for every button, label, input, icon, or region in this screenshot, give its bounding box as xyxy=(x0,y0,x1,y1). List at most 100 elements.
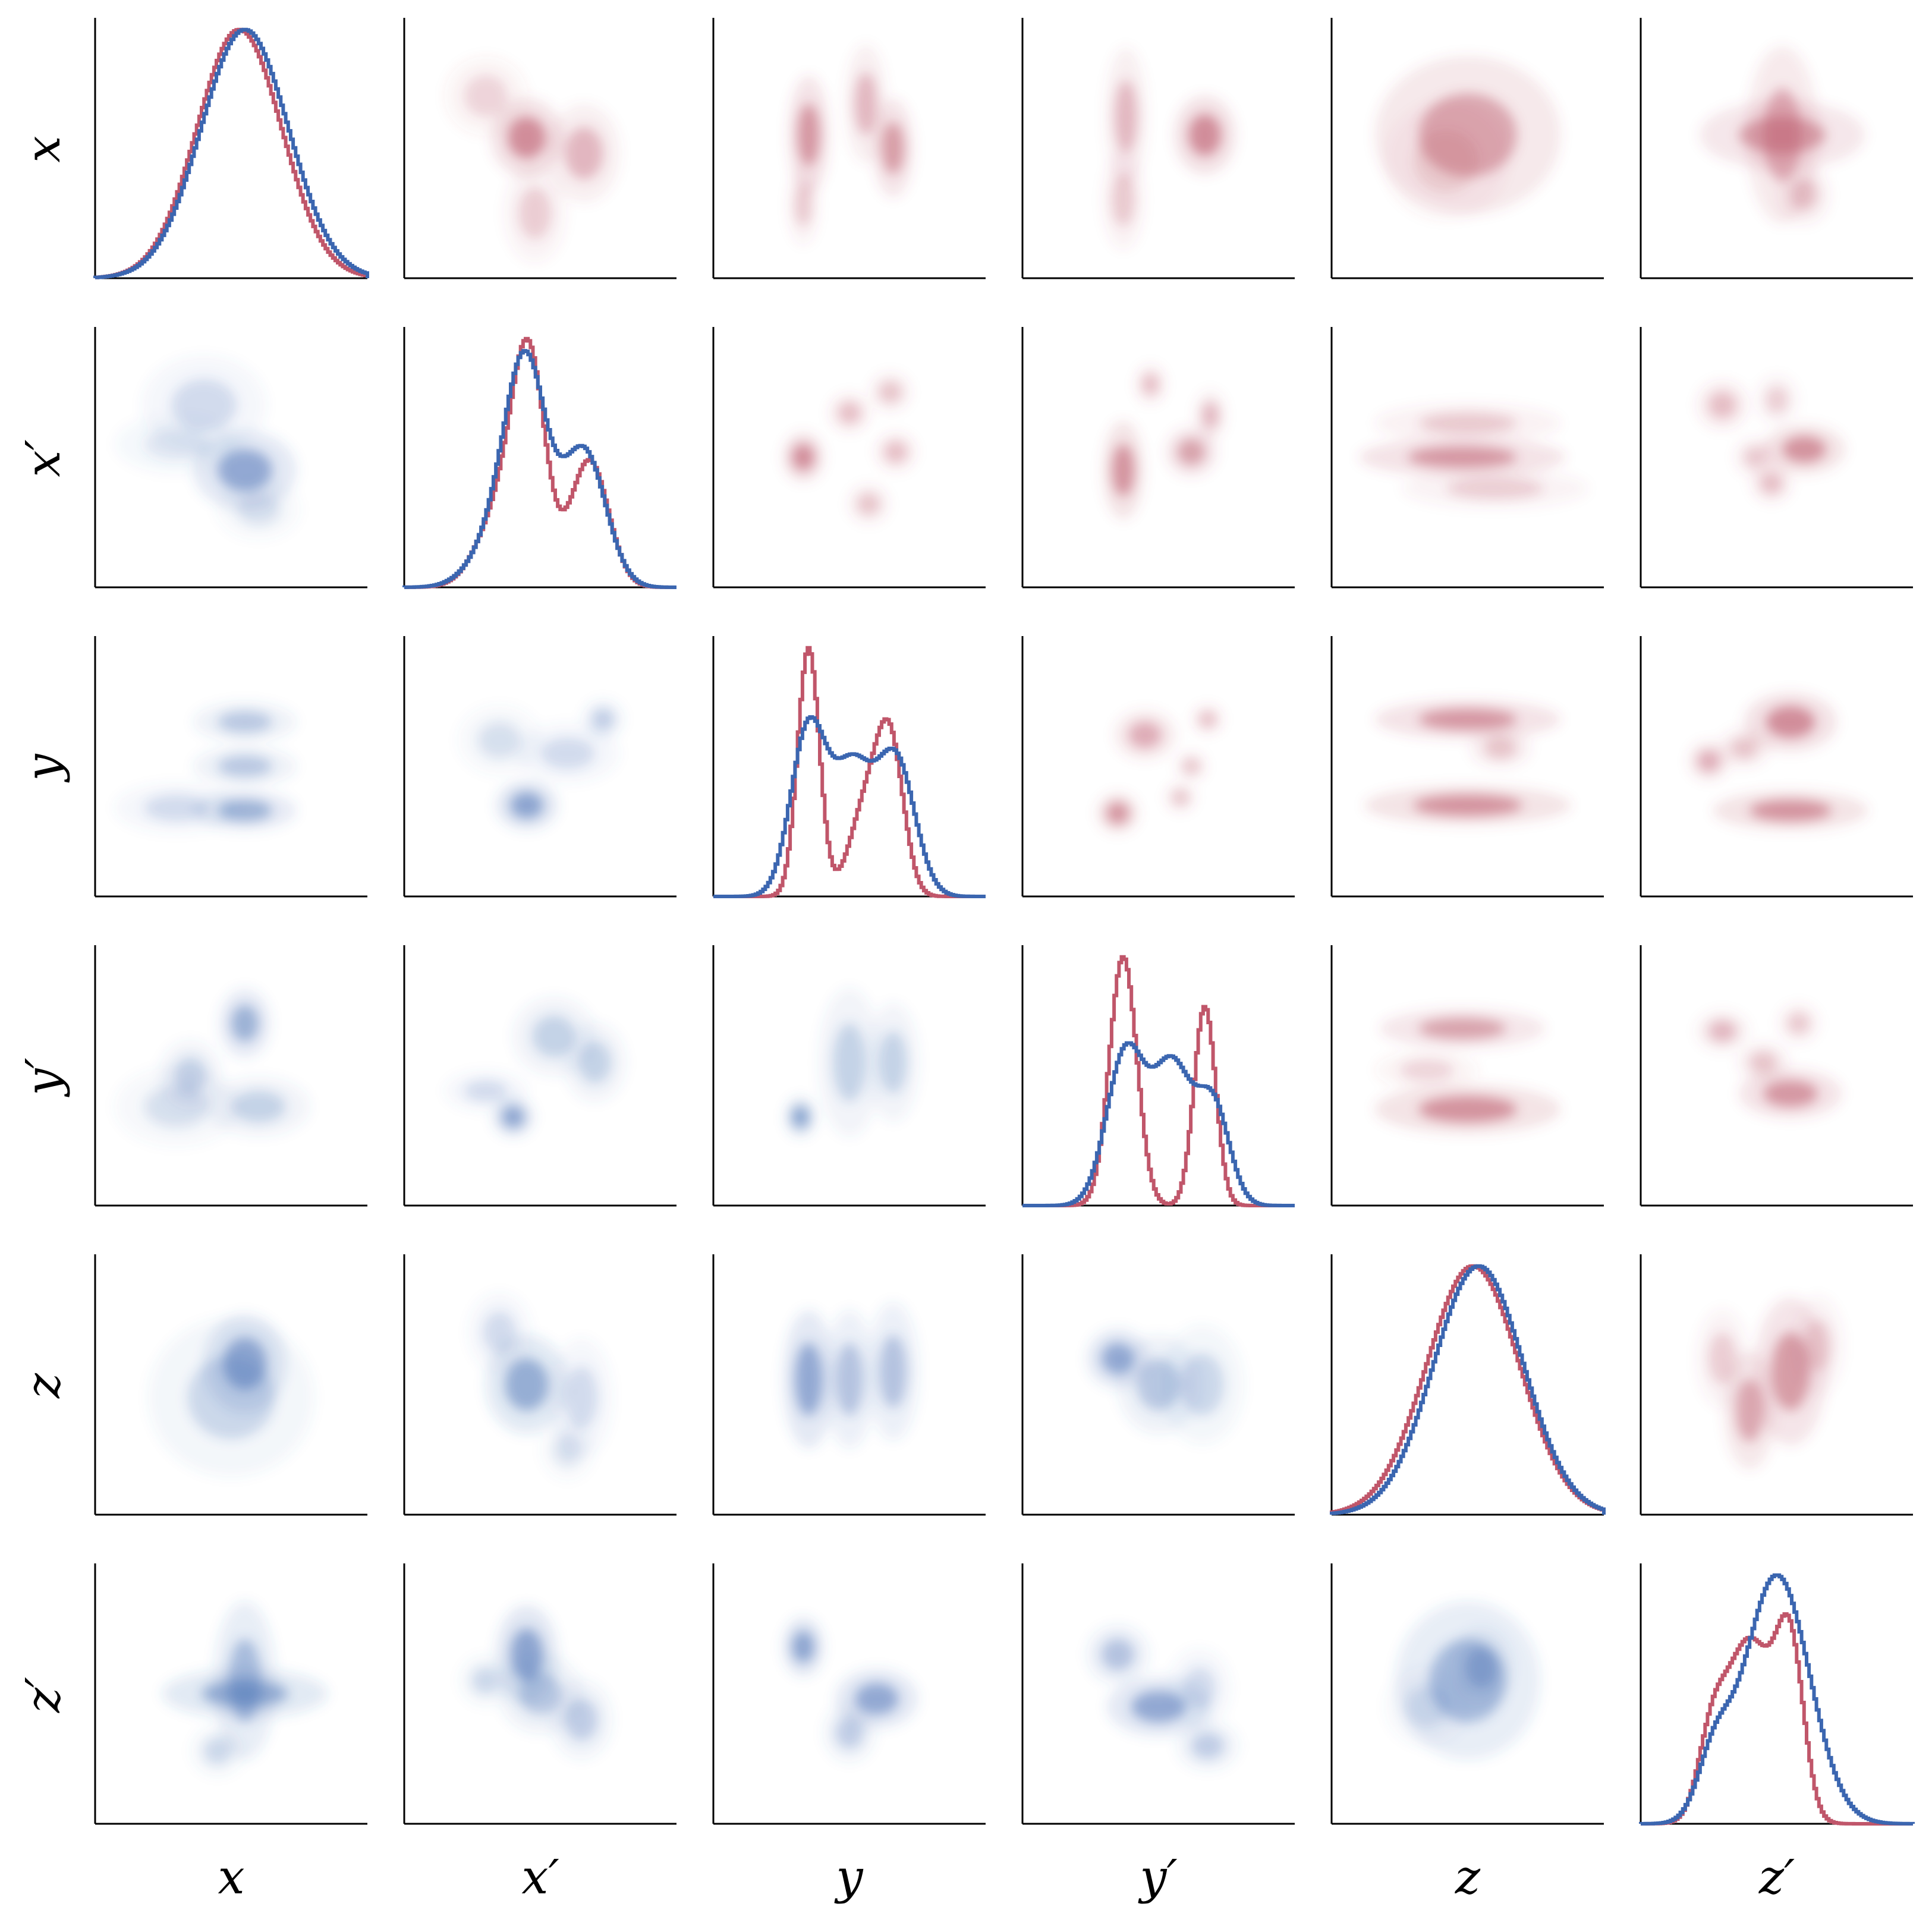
density-core xyxy=(1790,179,1818,211)
panel-z-prime-vs-x-prime xyxy=(403,1563,676,1825)
density-core xyxy=(464,75,508,117)
density-core xyxy=(1413,130,1479,193)
density-layer xyxy=(788,44,914,245)
density-core xyxy=(477,722,521,759)
density-core xyxy=(836,1342,863,1416)
density-core xyxy=(518,1672,562,1715)
panel-y-vs-z-prime xyxy=(1640,636,1913,898)
panel-y-prime-vs-x xyxy=(94,945,367,1207)
panel-z-prime-vs-z-prime xyxy=(1639,1563,1915,1826)
density-core xyxy=(1788,1012,1810,1034)
density-core xyxy=(1191,1732,1224,1759)
panel-z-vs-z xyxy=(1330,1254,1606,1516)
histogram-series-red xyxy=(1022,955,1295,1207)
density-layer xyxy=(1696,375,1846,504)
panel-y-vs-x-prime xyxy=(403,636,676,898)
density-core xyxy=(502,1106,524,1128)
panel-y-prime-vs-z xyxy=(1330,945,1604,1207)
panel-y-vs-z xyxy=(1330,636,1604,898)
panel-x-prime-vs-y-prime xyxy=(1021,327,1295,589)
density-core xyxy=(565,1366,598,1429)
histogram-series-blue xyxy=(1330,1264,1606,1515)
density-core xyxy=(144,1085,210,1128)
density-core xyxy=(228,1639,262,1723)
row-label-x-prime: x′ xyxy=(15,439,71,477)
density-core xyxy=(1744,446,1766,468)
row-label-y-prime: y′ xyxy=(15,1058,71,1097)
panel-z-prime-vs-x xyxy=(94,1563,367,1825)
density-layer xyxy=(1087,1625,1239,1771)
density-core xyxy=(144,795,210,821)
density-layer xyxy=(782,1302,919,1449)
panel-z-vs-x-prime xyxy=(403,1254,676,1516)
density-core xyxy=(1188,114,1222,156)
density-core xyxy=(1766,706,1815,738)
density-layer xyxy=(1102,364,1226,520)
density-core xyxy=(1413,795,1522,816)
density-layer xyxy=(444,56,621,263)
density-core xyxy=(1750,800,1832,821)
density-core xyxy=(1708,392,1736,418)
density-layer xyxy=(114,702,297,833)
row-label-z-prime: z′ xyxy=(15,1677,71,1713)
density-core xyxy=(1172,789,1189,805)
density-core xyxy=(565,1698,598,1741)
axis-labels: x x′ y y′ z z′ x x′ y y′ z z′ xyxy=(15,136,1795,1905)
density-core xyxy=(1183,1667,1216,1710)
density-core xyxy=(1418,413,1517,434)
density-layer xyxy=(114,355,300,539)
density-core xyxy=(857,493,880,515)
panel-x-prime-vs-y xyxy=(712,327,986,589)
density-core xyxy=(237,493,281,525)
panel-y-prime-vs-z-prime xyxy=(1640,945,1913,1207)
density-core xyxy=(792,1631,814,1663)
row-label-z: z xyxy=(15,1373,71,1399)
col-label-x-prime: x′ xyxy=(521,1849,559,1905)
col-label-y: y xyxy=(834,1849,864,1905)
row-label-x: x xyxy=(15,136,71,162)
density-core xyxy=(204,1738,231,1764)
density-core xyxy=(231,1091,286,1122)
density-layer xyxy=(1699,46,1865,225)
density-layer xyxy=(1364,699,1572,825)
density-core xyxy=(879,381,902,403)
density-core xyxy=(1408,446,1517,468)
density-core xyxy=(532,1015,576,1058)
panel-z-prime-vs-z xyxy=(1330,1563,1604,1825)
panel-z-prime-vs-y-prime xyxy=(1021,1563,1295,1825)
density-core xyxy=(1418,1018,1506,1039)
density-layer xyxy=(444,996,626,1137)
histogram-series-blue xyxy=(1022,1041,1295,1207)
density-core xyxy=(1760,473,1783,494)
panel-z-prime-vs-y xyxy=(712,1563,986,1825)
density-core xyxy=(592,709,614,730)
density-core xyxy=(1202,402,1219,429)
density-core xyxy=(1178,439,1205,465)
col-label-z-prime: z′ xyxy=(1758,1849,1795,1905)
panel-x-prime-vs-z-prime xyxy=(1640,327,1913,589)
density-layer xyxy=(782,372,917,524)
histogram-series-blue xyxy=(93,27,369,279)
density-core xyxy=(1484,737,1517,759)
density-core xyxy=(1112,444,1134,496)
density-core xyxy=(505,1358,549,1411)
density-core xyxy=(1418,1096,1517,1122)
panel-z-vs-z-prime xyxy=(1640,1254,1913,1516)
density-core xyxy=(1708,1332,1736,1384)
col-label-z: z xyxy=(1455,1849,1481,1905)
density-layer xyxy=(1688,692,1868,830)
density-core xyxy=(472,1667,500,1694)
panel-y-vs-x xyxy=(94,636,367,898)
histogram-series-red xyxy=(404,336,676,589)
density-core xyxy=(565,127,603,180)
density-core xyxy=(882,122,904,174)
density-core xyxy=(144,428,210,460)
density-layer xyxy=(162,1601,328,1776)
density-core xyxy=(1763,1080,1818,1107)
density-core xyxy=(1180,1353,1224,1416)
density-core xyxy=(1782,436,1826,462)
density-layer xyxy=(460,1605,612,1760)
panel-z-vs-y xyxy=(712,1254,986,1516)
density-core xyxy=(1804,1319,1832,1372)
